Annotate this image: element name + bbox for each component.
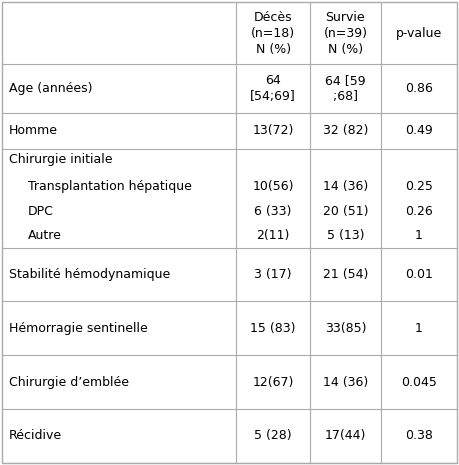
Text: Homme: Homme xyxy=(9,124,58,137)
Text: Age (années): Age (années) xyxy=(9,82,93,95)
Text: 3 (17): 3 (17) xyxy=(254,268,292,281)
Text: Récidive: Récidive xyxy=(9,429,62,442)
Text: Chirurgie initiale: Chirurgie initiale xyxy=(9,153,112,166)
Text: Décès
(n=18)
N (%): Décès (n=18) N (%) xyxy=(251,11,295,56)
Text: 6 (33): 6 (33) xyxy=(254,205,292,218)
Text: 2(11): 2(11) xyxy=(257,229,290,242)
Text: 1: 1 xyxy=(415,322,423,335)
Text: 0.86: 0.86 xyxy=(405,82,433,95)
Text: 17(44): 17(44) xyxy=(325,429,366,442)
Text: 5 (13): 5 (13) xyxy=(327,229,364,242)
Text: 20 (51): 20 (51) xyxy=(323,205,368,218)
Text: Chirurgie d’emblée: Chirurgie d’emblée xyxy=(9,376,129,389)
Text: 5 (28): 5 (28) xyxy=(254,429,292,442)
Text: 12(67): 12(67) xyxy=(252,376,294,389)
Text: 0.38: 0.38 xyxy=(405,429,433,442)
Text: Survie
(n=39)
N (%): Survie (n=39) N (%) xyxy=(324,11,367,56)
Text: 0.49: 0.49 xyxy=(405,124,433,137)
Text: 33(85): 33(85) xyxy=(325,322,366,335)
Text: 10(56): 10(56) xyxy=(252,180,294,193)
Text: p-value: p-value xyxy=(396,27,442,40)
Text: 14 (36): 14 (36) xyxy=(323,376,368,389)
Text: 21 (54): 21 (54) xyxy=(323,268,368,281)
Text: 64 [59
;68]: 64 [59 ;68] xyxy=(325,74,366,103)
Text: DPC: DPC xyxy=(28,205,53,218)
Text: 0.26: 0.26 xyxy=(405,205,433,218)
Text: 15 (83): 15 (83) xyxy=(250,322,296,335)
Text: 32 (82): 32 (82) xyxy=(323,124,368,137)
Text: 0.045: 0.045 xyxy=(401,376,437,389)
Text: 1: 1 xyxy=(415,229,423,242)
Text: 0.01: 0.01 xyxy=(405,268,433,281)
Text: 0.25: 0.25 xyxy=(405,180,433,193)
Text: Stabilité hémodynamique: Stabilité hémodynamique xyxy=(9,268,170,281)
Text: Hémorragie sentinelle: Hémorragie sentinelle xyxy=(9,322,148,335)
Text: 14 (36): 14 (36) xyxy=(323,180,368,193)
Text: 13(72): 13(72) xyxy=(252,124,294,137)
Text: Autre: Autre xyxy=(28,229,62,242)
Text: Transplantation hépatique: Transplantation hépatique xyxy=(28,180,191,193)
Text: 64
[54;69]: 64 [54;69] xyxy=(250,74,296,103)
